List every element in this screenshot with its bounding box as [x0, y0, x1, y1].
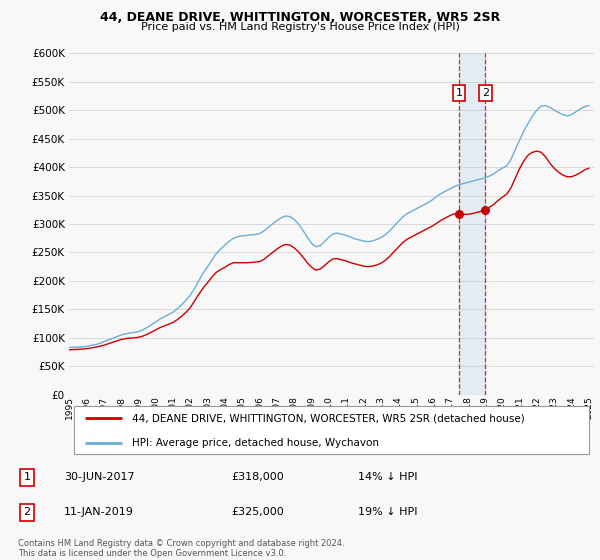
Text: 30-JUN-2017: 30-JUN-2017 [64, 473, 134, 482]
Bar [459, 53, 485, 395]
Text: 19% ↓ HPI: 19% ↓ HPI [358, 507, 417, 517]
Text: 1: 1 [23, 473, 31, 482]
Text: 1: 1 [455, 88, 463, 98]
Text: Price paid vs. HM Land Registry's House Price Index (HPI): Price paid vs. HM Land Registry's House … [140, 22, 460, 32]
Text: 2: 2 [23, 507, 31, 517]
Text: 14% ↓ HPI: 14% ↓ HPI [358, 473, 417, 482]
Point [481, 206, 490, 214]
Text: £325,000: £325,000 [231, 507, 284, 517]
Text: £318,000: £318,000 [231, 473, 284, 482]
Text: 2: 2 [482, 88, 489, 98]
Text: HPI: Average price, detached house, Wychavon: HPI: Average price, detached house, Wych… [132, 438, 379, 448]
Text: 44, DEANE DRIVE, WHITTINGTON, WORCESTER, WR5 2SR (detached house): 44, DEANE DRIVE, WHITTINGTON, WORCESTER,… [132, 413, 525, 423]
Point [454, 209, 464, 218]
Text: 44, DEANE DRIVE, WHITTINGTON, WORCESTER, WR5 2SR: 44, DEANE DRIVE, WHITTINGTON, WORCESTER,… [100, 11, 500, 24]
Text: 11-JAN-2019: 11-JAN-2019 [64, 507, 134, 517]
FancyBboxPatch shape [74, 406, 589, 454]
Text: Contains HM Land Registry data © Crown copyright and database right 2024.
This d: Contains HM Land Registry data © Crown c… [18, 539, 344, 558]
